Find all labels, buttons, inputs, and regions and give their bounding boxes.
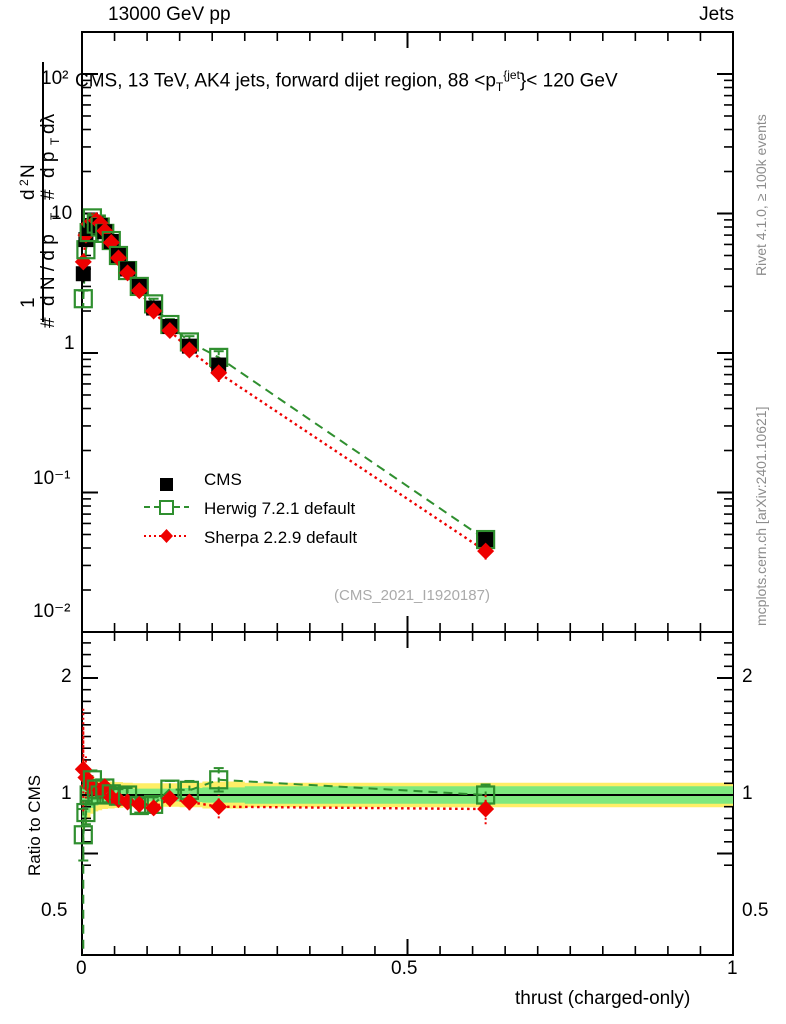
svg-text:T: T [48, 212, 62, 220]
svg-text:N: N [18, 164, 39, 178]
plot-title-sub: T [495, 80, 504, 95]
xtick-1: 1 [727, 958, 738, 979]
svg-text:1: 1 [18, 297, 39, 308]
main-ylabel: # d N / d p T 1 # d p T dλ d 2 N [10, 32, 70, 332]
ratio-plot-panel [0, 632, 786, 962]
svg-text:dλ: dλ [38, 113, 59, 134]
main-ytick-10: 10 [51, 203, 73, 224]
svg-text:2: 2 [17, 179, 31, 186]
ratio-ytick-2-left: 2 [61, 666, 72, 687]
ratio-ytick-05-right: 0.5 [742, 900, 769, 921]
main-ytick-1: 1 [64, 333, 75, 354]
ratio-ylabel: Ratio to CMS [18, 720, 48, 880]
ratio-ytick-05-left: 0.5 [41, 900, 68, 921]
legend-label-herwig: Herwig 7.2.1 default [204, 499, 356, 518]
legend-label-cms: CMS [204, 470, 242, 489]
ratio-ytick-2-right: 2 [742, 666, 753, 687]
header-right: Jets [699, 4, 734, 25]
plot-title-sup: {jet [503, 68, 520, 82]
plot-title-prefix: CMS, 13 TeV, AK4 jets, forward dijet reg… [75, 70, 496, 92]
svg-text:#: # [38, 317, 59, 328]
main-ytick-1e2: 10² [41, 68, 69, 89]
xaxis-label: thrust (charged-only) [515, 988, 691, 1009]
main-ytick-1em2: 10⁻² [33, 601, 71, 622]
side-text-rivet: Rivet 4.1.0, ≥ 100k events [748, 40, 772, 280]
xtick-0: 0 [76, 958, 87, 979]
plot-title: CMS, 13 TeV, AK4 jets, forward dijet reg… [75, 68, 618, 94]
svg-text:mcplots.cern.ch [arXiv:2401.10: mcplots.cern.ch [arXiv:2401.10621] [753, 407, 769, 626]
header-left: 13000 GeV pp [108, 4, 231, 25]
svg-text:Rivet 4.1.0, ≥ 100k events: Rivet 4.1.0, ≥ 100k events [753, 114, 769, 276]
analysis-id-watermark: (CMS_2021_I1920187) [334, 587, 490, 604]
main-plot-panel [73, 31, 734, 633]
plot-title-suffix: }< 120 GeV [519, 70, 618, 92]
legend-label-sherpa: Sherpa 2.2.9 default [204, 528, 358, 547]
main-ytick-1em1: 10⁻¹ [33, 468, 71, 489]
ratio-ytick-1-left: 1 [61, 783, 72, 804]
svg-text:d p: d p [38, 152, 59, 178]
side-text-mcplots: mcplots.cern.ch [arXiv:2401.10621] [748, 320, 772, 630]
legend [140, 470, 440, 565]
ratio-ytick-1-right: 1 [742, 783, 753, 804]
xtick-05: 0.5 [391, 958, 418, 979]
svg-text:d: d [18, 189, 39, 200]
svg-text:T: T [48, 137, 62, 145]
svg-text:Ratio to CMS: Ratio to CMS [25, 775, 44, 876]
svg-text:#: # [38, 189, 59, 200]
